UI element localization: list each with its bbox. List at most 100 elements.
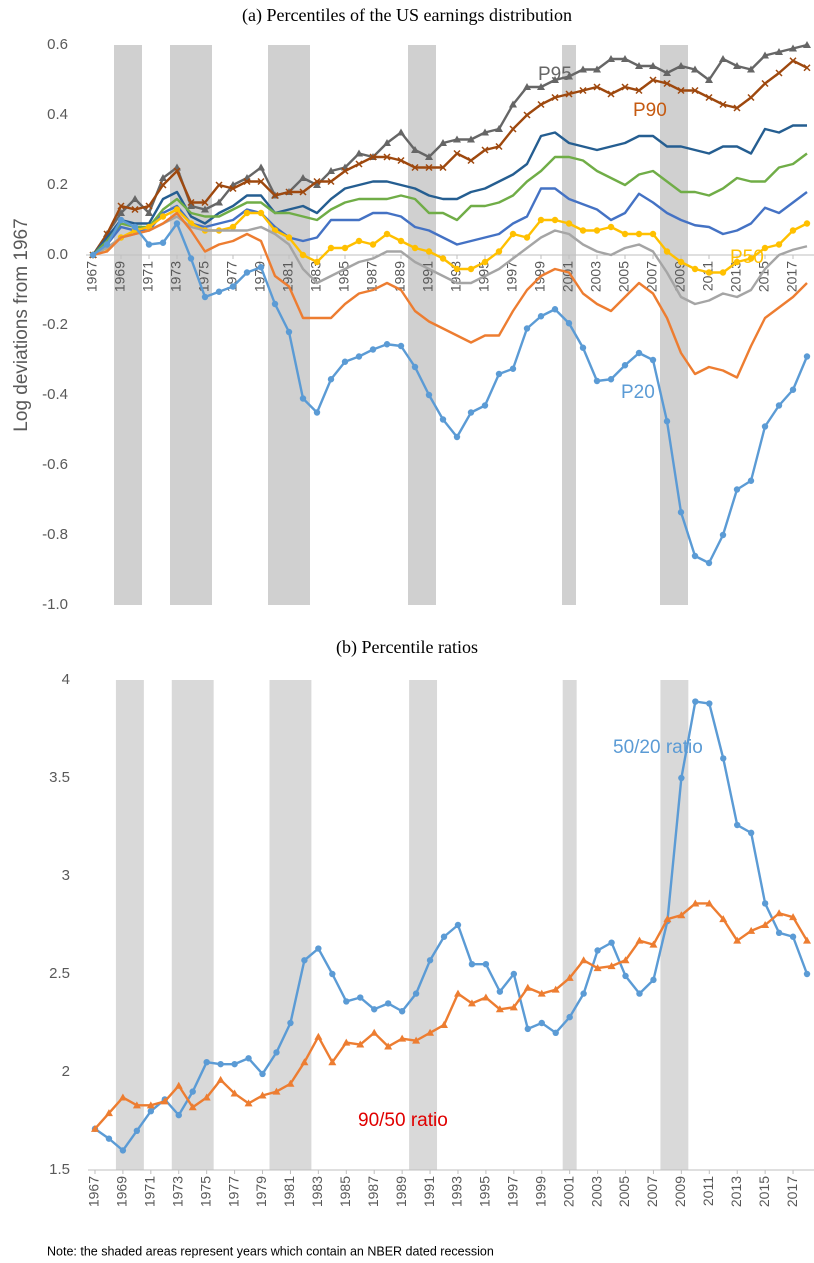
chart-title: (b) Percentile ratios [336,637,478,658]
x-tick-label: 1971 [142,1176,158,1207]
marker [257,177,265,186]
marker [173,220,181,227]
marker [789,386,797,393]
marker [243,177,251,186]
x-tick-label: 2011 [700,261,716,291]
marker [678,774,685,782]
marker [244,1099,253,1107]
marker [145,209,153,216]
marker [650,976,657,984]
marker [398,1034,407,1042]
marker [453,989,462,997]
series-label: P20 [621,382,655,403]
marker [649,356,657,364]
marker [301,957,308,964]
marker [482,961,490,968]
y-tick-label: 2.5 [49,965,70,982]
x-tick-label: 1999 [532,1176,548,1207]
marker [538,1019,545,1027]
marker [663,248,671,255]
marker [789,933,797,940]
marker [761,244,769,252]
y-tick-label: 2 [62,1063,70,1080]
x-tick-label: 1973 [169,1176,185,1207]
marker [551,216,559,224]
marker [397,128,405,136]
marker [369,346,377,353]
marker [174,1081,183,1089]
marker [692,698,699,705]
marker [649,230,657,238]
marker [509,1003,518,1011]
marker [411,163,419,172]
marker [397,342,405,350]
marker [663,418,671,425]
marker [733,62,741,69]
marker [327,177,335,186]
marker [579,86,587,95]
marker [803,970,811,978]
series-line [92,215,808,306]
marker [593,227,601,234]
marker [131,195,139,202]
series-line [92,187,808,256]
marker [523,83,531,90]
marker [565,90,573,98]
marker [412,1036,421,1044]
y-tick-label: -0.8 [42,526,68,543]
marker [146,1101,155,1109]
marker [173,167,181,175]
marker [257,264,265,271]
marker [663,69,671,76]
marker [454,921,462,929]
series-line [94,902,809,1130]
y-tick-label: 0.6 [47,36,68,53]
marker [145,202,153,210]
x-tick-label: 1989 [393,1176,409,1207]
marker [775,241,783,248]
y-tick-label: -0.4 [42,386,68,403]
marker [231,1060,238,1068]
marker [328,1058,337,1066]
marker [607,90,615,98]
marker [579,344,587,351]
marker [775,929,783,937]
marker [159,213,167,220]
note: Note: the shaded areas represent years w… [47,1244,494,1258]
marker [159,174,167,181]
marker [327,167,335,174]
marker [747,255,755,262]
series-line [92,218,809,565]
marker [635,936,644,944]
recession-band [268,45,310,605]
marker [621,55,629,62]
marker [789,913,798,921]
marker [341,358,349,365]
x-tick-label: 1973 [168,261,184,292]
marker [117,209,125,216]
x-tick-label: 2013 [728,1176,744,1207]
y-tick-label: -1.0 [42,596,68,613]
marker [175,1111,182,1119]
marker [635,230,643,238]
x-tick-label: 2003 [588,261,604,292]
marker [775,69,783,77]
marker [677,258,685,266]
series-line [92,59,808,256]
marker [523,111,531,119]
series-line [92,211,808,379]
marker [733,486,741,493]
marker [551,93,559,102]
marker [271,191,279,200]
x-tick-label: 2015 [756,1176,772,1207]
marker [677,62,685,69]
marker [229,283,237,290]
marker [705,899,714,907]
marker [719,915,728,923]
marker [607,962,616,970]
x-tick-label: 1975 [197,1176,213,1207]
x-tick-label: 1981 [281,1176,297,1207]
marker [551,76,559,83]
marker [342,1038,351,1046]
marker [523,983,532,991]
